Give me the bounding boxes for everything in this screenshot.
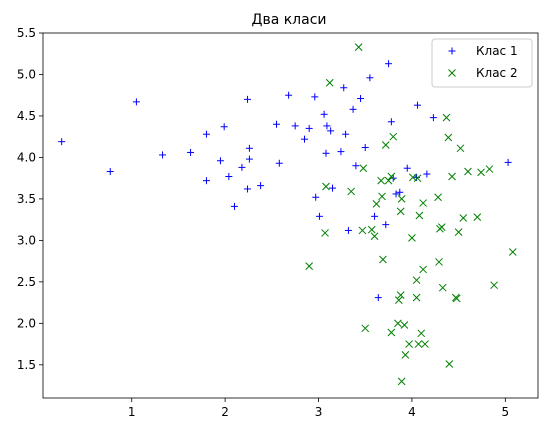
y-tick-label: 5.0 [17, 67, 36, 81]
legend-label-1: Клас 1 [476, 44, 518, 58]
y-tick-label: 3.0 [17, 233, 36, 247]
plot-area [43, 33, 538, 398]
x-tick-label: 1 [128, 405, 136, 419]
chart-title: Два класи [252, 12, 327, 28]
x-tick-label: 4 [408, 405, 416, 419]
y-tick-label: 2.0 [17, 316, 36, 330]
legend: Клас 1 Клас 2 [432, 39, 532, 87]
y-tick-label: 3.5 [17, 192, 36, 206]
y-tick-label: 4.0 [17, 150, 36, 164]
legend-label-2: Клас 2 [476, 66, 518, 80]
x-tick-label: 2 [221, 405, 229, 419]
y-tick-label: 1.5 [17, 358, 36, 372]
x-tick-label: 3 [315, 405, 323, 419]
y-tick-label: 5.5 [17, 26, 36, 40]
y-tick-label: 4.5 [17, 109, 36, 123]
y-tick-label: 2.5 [17, 275, 36, 289]
x-tick-label: 5 [501, 405, 509, 419]
